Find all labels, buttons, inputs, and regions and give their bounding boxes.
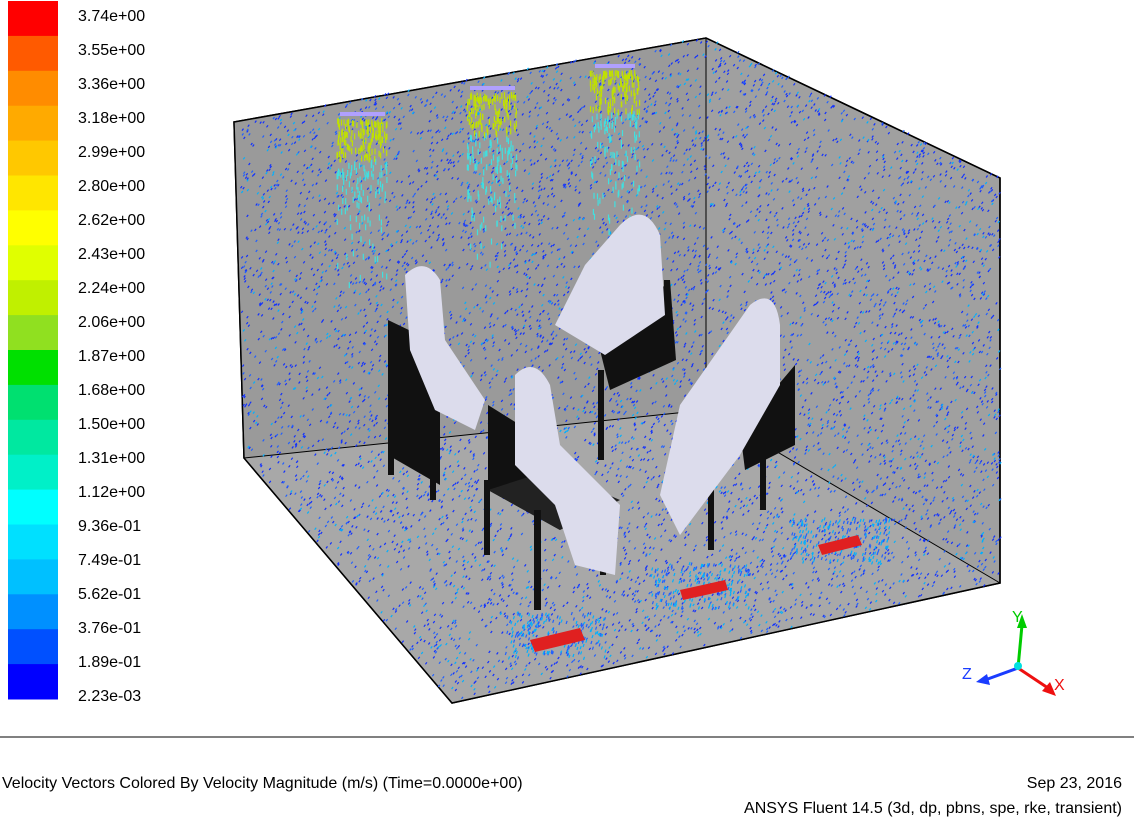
arrow-head [1042,682,1056,696]
y-axis-arrow [1016,624,1024,669]
occupants-and-chairs [340,64,862,652]
colorbar-label: 2.06e+00 [78,314,145,331]
colorbar-label: 3.55e+00 [78,42,145,59]
colorbar-label: 3.74e+00 [78,8,145,25]
colorbar-band [8,175,58,211]
ceiling-diffuser [595,64,635,68]
colorbar-label: 2.99e+00 [78,144,145,161]
colorbar-band [8,1,58,37]
colorbar-band [8,210,58,246]
colorbar-label: 1.68e+00 [78,382,145,399]
axis-label-z: Z [962,666,972,683]
colorbar-label: 1.87e+00 [78,348,145,365]
chair-leg [664,280,670,360]
colorbar-band [8,489,58,525]
footer-solver: ANSYS Fluent 14.5 (3d, dp, pbns, spe, rk… [744,800,1122,817]
axis-label-x: X [1054,677,1065,694]
colorbar-label: 1.89e-01 [78,654,141,671]
colorbar-label: 2.23e-03 [78,688,141,705]
chair-leg [534,510,541,610]
footer-date: Sep 23, 2016 [1027,775,1122,792]
colorbar-label: 9.36e-01 [78,518,141,535]
colorbar-label: 5.62e-01 [78,586,141,603]
colorbar-label: 1.12e+00 [78,484,145,501]
colorbar-label: 3.76e-01 [78,620,141,637]
colorbar-label: 2.80e+00 [78,178,145,195]
floor-vent [680,580,728,600]
ceiling-diffuser [340,112,385,116]
axis-triad: Y Z X [962,609,1065,696]
colorbar-band [8,350,58,386]
colorbar-label: 1.50e+00 [78,416,145,433]
colorbar-band [8,664,58,700]
colorbar-band [8,559,58,595]
colorbar-band [8,35,58,72]
origin [1014,662,1022,670]
colorbar-label: 2.43e+00 [78,246,145,263]
arrow-head [1017,614,1027,628]
colorbar-band [8,105,58,142]
colorbar-band [8,629,58,665]
chair-leg [598,370,604,460]
colorbar-band [8,384,58,421]
colorbar-band [8,140,58,176]
chair-leg [760,440,766,510]
colorbar-band [8,280,58,316]
colorbar-label: 7.49e-01 [78,552,141,569]
chair-leg [430,395,436,500]
floor-vent [530,628,585,652]
chair-leg [484,480,490,555]
colorbar-band [8,524,58,560]
colorbar-label: 3.36e+00 [78,76,145,93]
edge [243,409,707,459]
velocity-vectors [240,39,1002,700]
colorbar-band [8,245,58,281]
x-axis-arrow [1017,666,1049,690]
ceiling-diffuser [470,86,515,90]
chair-leg [388,420,394,475]
chair [740,365,795,470]
floor-vent [818,535,862,555]
occupant [515,367,620,575]
arrow-head [976,674,990,685]
colorbar-label: 3.18e+00 [78,110,145,127]
occupant [405,266,485,430]
colorbar-band [8,594,58,630]
colorbar-label: 1.31e+00 [78,450,145,467]
colorbar-label: 2.62e+00 [78,212,145,229]
occupant [555,214,665,355]
vector-cloud [336,111,641,289]
z-axis-arrow [984,666,1019,682]
colorbar-label: 2.24e+00 [78,280,145,297]
room-outline [233,37,1001,704]
colorbar-band [8,419,58,456]
vector-cloud [336,70,641,163]
colorbar: 3.74e+00 3.55e+00 3.36e+00 3.18e+00 2.99e+00… [8,1,145,705]
footer-title: Velocity Vectors Colored By Velocity Mag… [2,775,523,792]
colorbar-band [8,315,58,351]
colorbar-band [8,70,58,107]
occupant [660,298,780,535]
axis-label-y: Y [1012,609,1023,626]
chair-leg [708,460,714,550]
colorbar-band [8,454,58,491]
